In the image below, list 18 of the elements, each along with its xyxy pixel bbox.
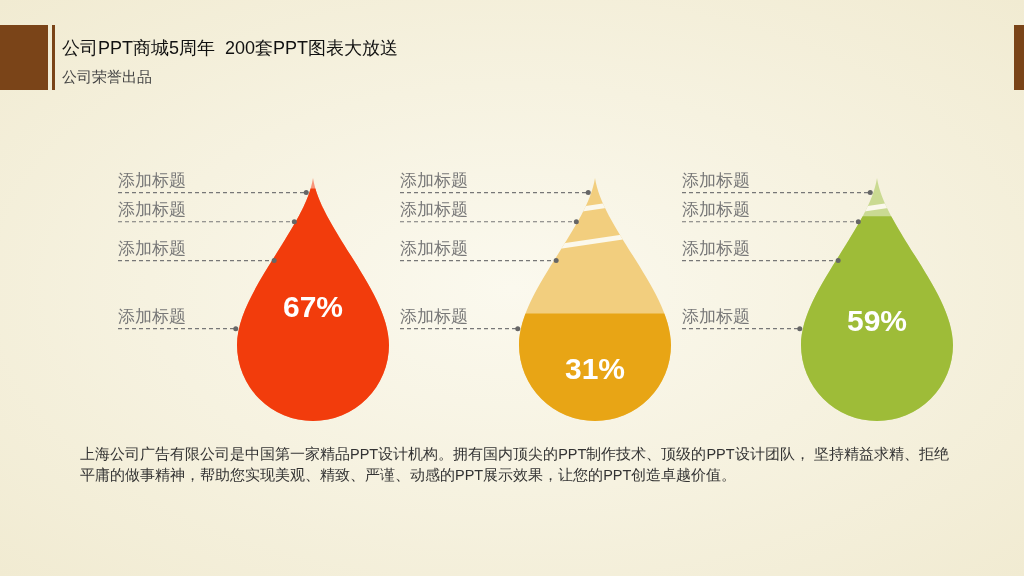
annotation: 添加标题 (118, 198, 186, 219)
annotation: 添加标题 (400, 198, 468, 219)
chart-title: 公司PPT商城5周年 200套PPT图表大放送 (62, 37, 399, 60)
annotation: 添加标题 (118, 237, 186, 258)
annotation: 添加标题 (400, 305, 468, 326)
annotation: 添加标题 (400, 237, 468, 258)
annotation: 添加标题 (682, 237, 750, 258)
annotation: 添加标题 (682, 305, 750, 326)
data-label: 31% (564, 352, 626, 386)
annotation: 添加标题 (682, 198, 750, 219)
annotation: 添加标题 (400, 169, 468, 190)
data-label: 59% (846, 303, 908, 337)
chart-subtitle: 公司荣誉出品 (62, 68, 152, 87)
annotation: 添加标题 (682, 169, 750, 190)
data-label: 67% (282, 289, 344, 323)
text: 上海公司广告有限公司是中国第一家精品PPT设计机构。拥有国内顶尖的PPT制作技术、顶级的PPT设计团队， 坚持精益求精、拒绝平庸的做事精神，帮助您实现美观、精致、严谨、动感的PPT展示效果，让您的PPT创造卓越价值。 (80, 445, 950, 485)
annotation: 添加标题 (118, 305, 186, 326)
annotation: 添加标题 (118, 169, 186, 190)
